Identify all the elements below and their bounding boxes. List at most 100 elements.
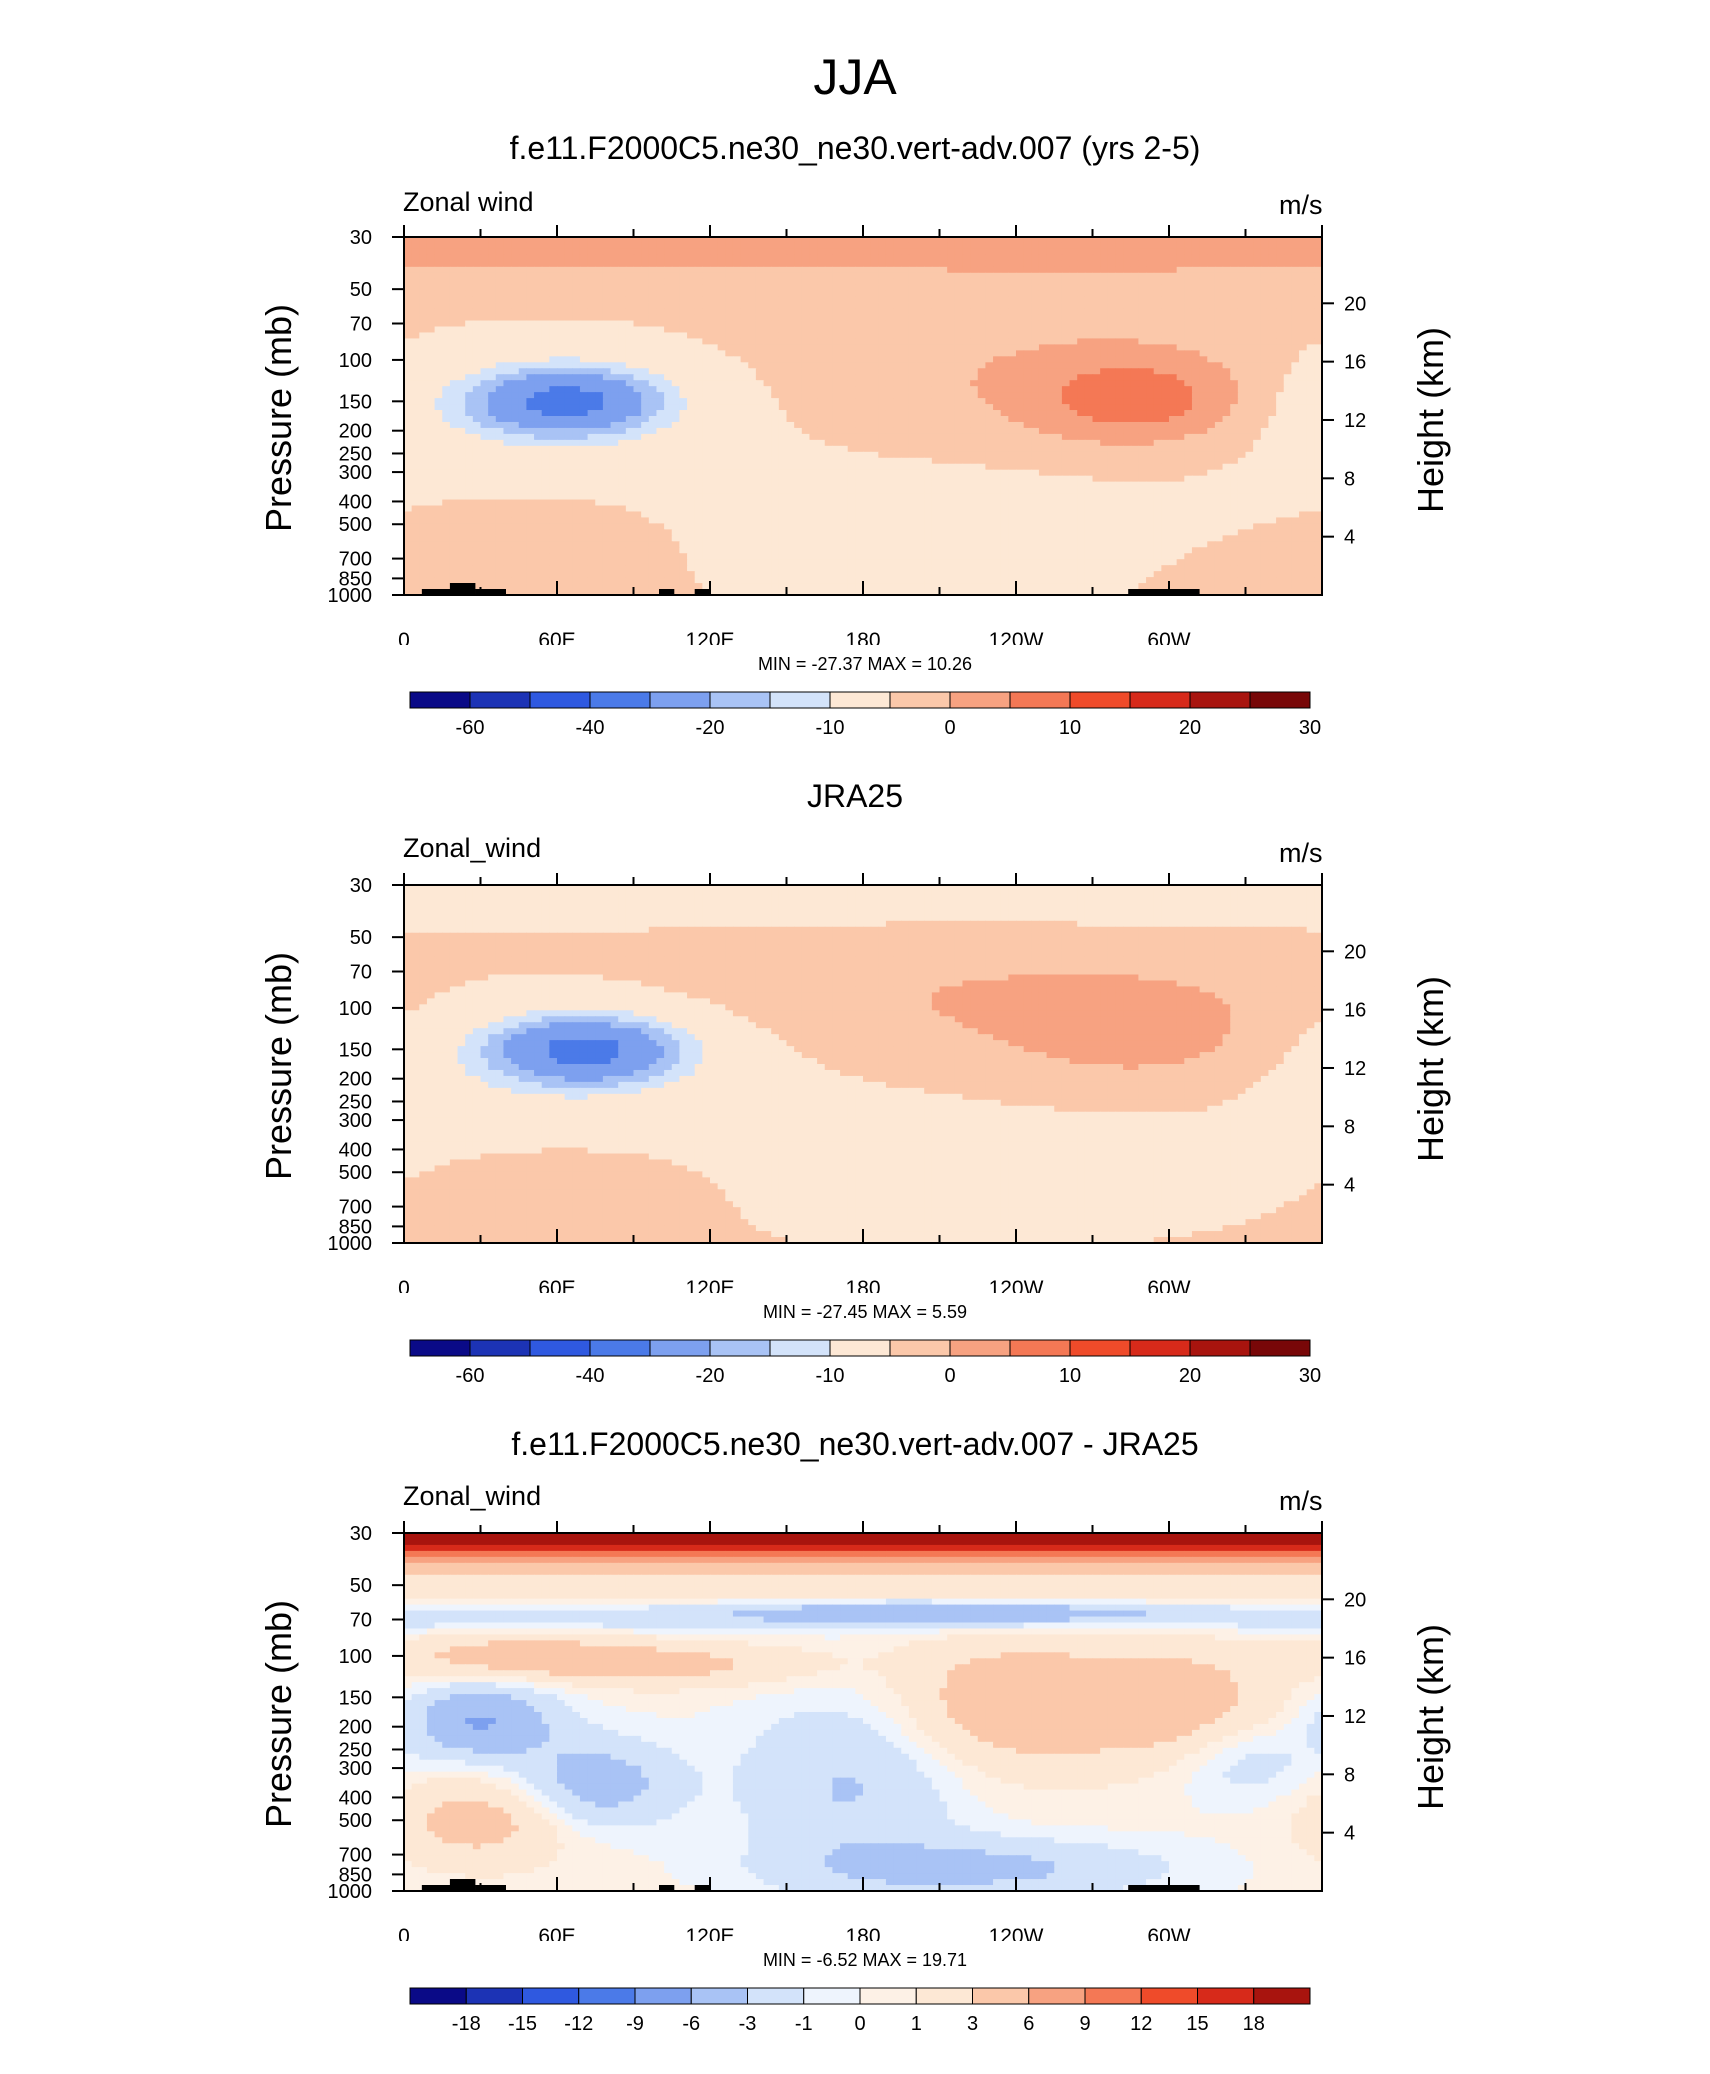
field-cell [1214, 469, 1224, 477]
field-cell [1161, 433, 1170, 441]
field-cell [618, 380, 627, 387]
field-cell [970, 410, 979, 417]
field-cell [1008, 326, 1017, 334]
field-cell [1230, 242, 1239, 250]
field-cell [549, 380, 558, 387]
field-cell [426, 463, 436, 471]
field-cell [771, 380, 780, 387]
field-cell [1245, 368, 1254, 375]
field-cell [1299, 284, 1308, 292]
field-cell [755, 433, 765, 441]
field-cell [656, 421, 665, 429]
field-cell [954, 427, 964, 435]
field-cell [824, 463, 833, 471]
field-cell [939, 445, 948, 453]
field-cell [526, 362, 535, 369]
field-cell [824, 308, 833, 316]
field-cell [771, 386, 780, 393]
field-cell [1306, 451, 1315, 459]
field-cell [1214, 254, 1224, 262]
field-cell [985, 421, 994, 429]
field-cell [656, 266, 665, 274]
field-cell [1260, 356, 1270, 363]
field-cell [947, 386, 956, 393]
field-cell [885, 326, 895, 334]
field-cell [939, 242, 948, 250]
field-cell [1214, 332, 1224, 340]
field-cell [610, 326, 619, 334]
field-cell [855, 308, 864, 316]
field-cell [465, 463, 474, 471]
field-cell [1276, 254, 1285, 262]
field-cell [518, 260, 527, 268]
field-cell [664, 290, 673, 298]
field-cell [817, 260, 826, 268]
field-cell [1169, 386, 1178, 393]
field-cell [1084, 248, 1094, 256]
field-cell [694, 481, 703, 489]
field-cell [564, 439, 573, 447]
field-cell [1314, 451, 1323, 459]
field-cell [1291, 374, 1300, 381]
field-cell [1077, 248, 1086, 256]
field-cell [1038, 242, 1048, 250]
field-cell [671, 475, 680, 483]
field-cell [908, 350, 918, 357]
field-cell [1176, 433, 1185, 441]
field-cell [1230, 475, 1239, 483]
field-cell [641, 445, 650, 453]
field-cell [442, 302, 451, 310]
field-cell [740, 451, 749, 459]
field-cell [1306, 374, 1315, 381]
field-cell [564, 410, 573, 417]
field-cell [885, 278, 895, 286]
field-cell [924, 374, 933, 381]
field-cell [648, 320, 658, 328]
field-cell [717, 374, 726, 381]
field-cell [794, 457, 803, 465]
field-cell [1314, 386, 1323, 393]
field-cell [449, 457, 459, 465]
field-cell [618, 272, 627, 280]
field-cell [526, 392, 535, 399]
field-cell [671, 350, 680, 357]
field-cell [863, 237, 872, 244]
field-cell [702, 248, 711, 256]
field-cell [931, 445, 941, 453]
field-cell [717, 433, 726, 441]
field-cell [901, 296, 910, 304]
field-cell [641, 338, 650, 345]
field-cell [449, 368, 459, 375]
field-cell [809, 433, 818, 441]
field-cell [1153, 433, 1162, 441]
field-cell [817, 439, 826, 447]
field-cell [557, 302, 566, 310]
field-cell [832, 290, 841, 298]
field-cell [503, 248, 512, 256]
field-cell [763, 463, 772, 471]
field-cell [1061, 368, 1071, 375]
field-cell [1061, 416, 1071, 423]
field-cell [717, 254, 726, 262]
field-cell [1253, 362, 1262, 369]
field-cell [419, 368, 428, 375]
field-cell [457, 475, 466, 483]
field-cell [755, 463, 765, 471]
field-cell [1000, 451, 1009, 459]
field-cell [1130, 248, 1139, 256]
field-cell [1123, 362, 1132, 369]
field-cell [602, 469, 612, 477]
field-cell [633, 433, 642, 441]
field-cell [1146, 284, 1155, 292]
field-cell [1260, 332, 1270, 340]
field-cell [534, 404, 543, 411]
field-cell [954, 242, 964, 250]
field-cell [449, 332, 459, 340]
field-cell [863, 427, 872, 435]
field-cell [1031, 284, 1040, 292]
field-cell [534, 398, 543, 405]
field-cell [801, 254, 811, 262]
field-cell [993, 338, 1002, 345]
field-cell [786, 350, 795, 357]
field-cell [1092, 284, 1101, 292]
